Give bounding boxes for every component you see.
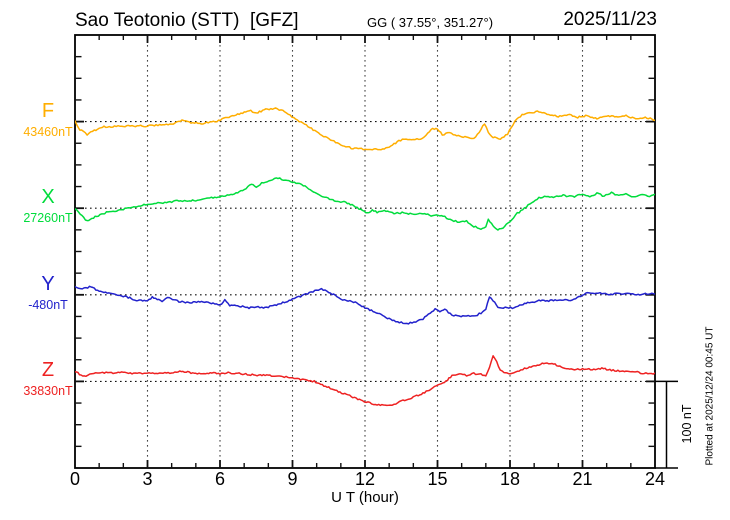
- trace-baseline-value-Y: -480nT: [28, 297, 68, 312]
- x-tick-label: 15: [427, 469, 448, 489]
- trace-letter-F: F: [41, 99, 55, 122]
- trace-F: [75, 107, 655, 151]
- trace-Y: [75, 285, 655, 325]
- trace-baseline-value-F: 43460nT: [23, 124, 73, 139]
- trace-label-Z: Z 33830nT: [6, 360, 90, 398]
- x-tick-label: 6: [214, 469, 225, 489]
- trace-baseline-value-Z: 33830nT: [23, 384, 73, 399]
- trace-label-X: X 27260nT: [6, 187, 90, 225]
- trace-baseline-value-X: 27260nT: [23, 211, 73, 226]
- x-tick-label: 18: [499, 469, 521, 489]
- x-tick-label: 9: [287, 469, 298, 489]
- x-axis-label: U T (hour): [331, 489, 399, 506]
- x-tick-label: 24: [644, 469, 666, 489]
- trace-letter-Z: Z: [41, 359, 55, 382]
- x-tick-label: 21: [572, 469, 593, 489]
- trace-label-F: F 43460nT: [6, 101, 90, 139]
- x-axis-tick-labels: 0 3 6 9 12 15 18 21 24: [0, 469, 730, 489]
- trace-X: [75, 177, 655, 231]
- x-tick-label: 0: [69, 469, 80, 489]
- trace-label-Y: Y -480nT: [6, 274, 90, 312]
- x-tick-label: 12: [354, 469, 376, 489]
- trace-letter-Y: Y: [41, 272, 55, 295]
- scale-bar-label: 100 nT: [680, 404, 694, 444]
- station-title: Sao Teotonio (STT) [GFZ]: [75, 10, 299, 31]
- plot-date: 2025/11/23: [563, 9, 657, 30]
- x-tick-label: 3: [142, 469, 153, 489]
- plotted-at-note: Plotted at 2025/12/24 00:45 UT: [704, 326, 716, 466]
- trace-Z: [75, 355, 655, 407]
- trace-letter-X: X: [41, 186, 55, 209]
- geographic-coords: GG ( 37.55°, 351.27°): [367, 15, 494, 30]
